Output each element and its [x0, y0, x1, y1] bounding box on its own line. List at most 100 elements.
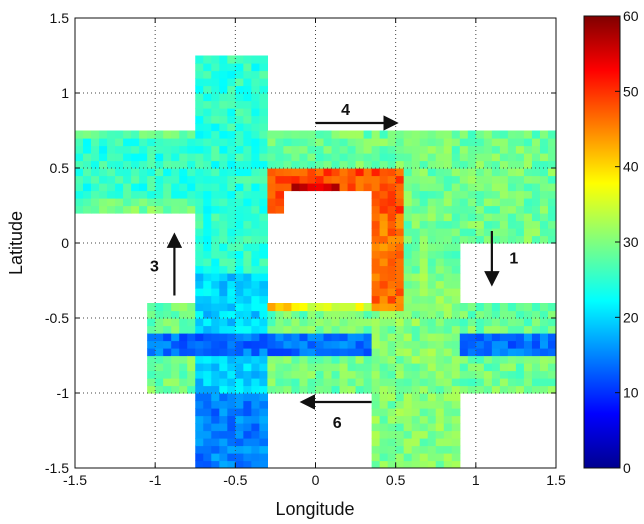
heatmap-cell: [539, 385, 549, 394]
heatmap-cell: [363, 378, 373, 387]
heatmap-cell: [435, 160, 445, 169]
heatmap-cell: [331, 168, 341, 177]
heatmap-cell: [219, 93, 228, 102]
heatmap-cell: [499, 370, 509, 379]
heatmap-cell: [211, 445, 220, 454]
heatmap-cell: [131, 168, 140, 177]
heatmap-cell: [299, 348, 309, 357]
heatmap-cell: [355, 355, 365, 364]
heatmap-cell: [259, 423, 268, 432]
heatmap-cell: [211, 258, 220, 267]
heatmap-cell: [363, 130, 373, 139]
heatmap-cell: [227, 130, 236, 139]
heatmap-cell: [387, 370, 397, 379]
heatmap-cell: [219, 115, 228, 124]
heatmap-cell: [403, 408, 413, 417]
heatmap-cell: [323, 183, 333, 192]
heatmap-cell: [387, 325, 397, 334]
heatmap-cell: [379, 243, 389, 252]
heatmap-cell: [347, 168, 357, 177]
heatmap-cell: [387, 400, 397, 409]
heatmap-cell: [523, 190, 533, 199]
heatmap-cell: [467, 145, 477, 154]
heatmap-cell: [251, 55, 260, 64]
heatmap-cell: [323, 168, 333, 177]
heatmap-cell: [459, 160, 469, 169]
heatmap-cell: [227, 310, 236, 319]
heatmap-cell: [171, 348, 180, 357]
heatmap-cell: [435, 175, 445, 184]
heatmap-cell: [531, 145, 541, 154]
heatmap-cell: [227, 340, 236, 349]
heatmap-cell: [371, 250, 381, 259]
heatmap-cell: [371, 205, 381, 214]
heatmap-cell: [275, 190, 285, 199]
heatmap-cell: [195, 250, 204, 259]
heatmap-cell: [187, 385, 196, 394]
heatmap-cell: [115, 153, 124, 162]
heatmap-cell: [243, 175, 252, 184]
heatmap-cell: [235, 333, 244, 342]
heatmap-cell: [531, 235, 541, 244]
heatmap-cell: [211, 100, 220, 109]
heatmap-cell: [419, 130, 429, 139]
heatmap-cell: [547, 348, 556, 357]
heatmap-cell: [243, 400, 252, 409]
heatmap-cell: [531, 310, 541, 319]
heatmap-cell: [299, 333, 309, 342]
heatmap-cell: [291, 340, 301, 349]
heatmap-cell: [243, 370, 252, 379]
heatmap-cell: [259, 190, 268, 199]
heatmap-cell: [179, 205, 188, 214]
heatmap-cell: [379, 153, 389, 162]
heatmap-cell: [195, 340, 204, 349]
heatmap-cell: [115, 175, 124, 184]
heatmap-cell: [195, 438, 204, 447]
heatmap-cell: [363, 183, 373, 192]
heatmap-cell: [243, 198, 252, 207]
heatmap-cell: [403, 445, 413, 454]
heatmap-cell: [427, 243, 437, 252]
heatmap-cell: [235, 175, 244, 184]
heatmap-cell: [123, 138, 132, 147]
heatmap-cell: [211, 93, 220, 102]
heatmap-cell: [203, 213, 212, 222]
heatmap-cell: [515, 190, 525, 199]
heatmap-cell: [259, 70, 268, 79]
heatmap-cell: [523, 160, 533, 169]
heatmap-cell: [499, 318, 509, 327]
heatmap-cell: [243, 355, 252, 364]
heatmap-cell: [219, 423, 228, 432]
heatmap-cell: [411, 213, 421, 222]
heatmap-cell: [347, 175, 357, 184]
heatmap-cell: [331, 355, 341, 364]
heatmap-cell: [467, 190, 477, 199]
heatmap-cell: [195, 183, 204, 192]
heatmap-cell: [51, 183, 60, 191]
heatmap-cell: [155, 168, 164, 177]
heatmap-cell: [235, 363, 244, 372]
heatmap-cell: [451, 348, 461, 357]
heatmap-cell: [291, 333, 301, 342]
heatmap-cell: [251, 385, 260, 394]
heatmap-cell: [187, 198, 196, 207]
heatmap-cell: [147, 138, 156, 147]
heatmap-cell: [371, 183, 381, 192]
heatmap-cell: [163, 130, 172, 139]
heatmap-cell: [227, 250, 236, 259]
heatmap-cell: [547, 370, 556, 379]
heatmap-cell: [323, 310, 333, 319]
heatmap-cell: [163, 198, 172, 207]
y-tick-label: 1: [61, 85, 69, 101]
heatmap-cell: [251, 153, 260, 162]
heatmap-cell: [219, 385, 228, 394]
heatmap-cell: [59, 138, 68, 146]
heatmap-cell: [435, 258, 445, 267]
heatmap-cell: [163, 355, 172, 364]
heatmap-cell: [387, 288, 397, 297]
heatmap-cell: [291, 378, 301, 387]
heatmap-cell: [299, 160, 309, 169]
heatmap-cell: [179, 190, 188, 199]
heatmap-cell: [163, 385, 172, 394]
heatmap-cell: [411, 138, 421, 147]
